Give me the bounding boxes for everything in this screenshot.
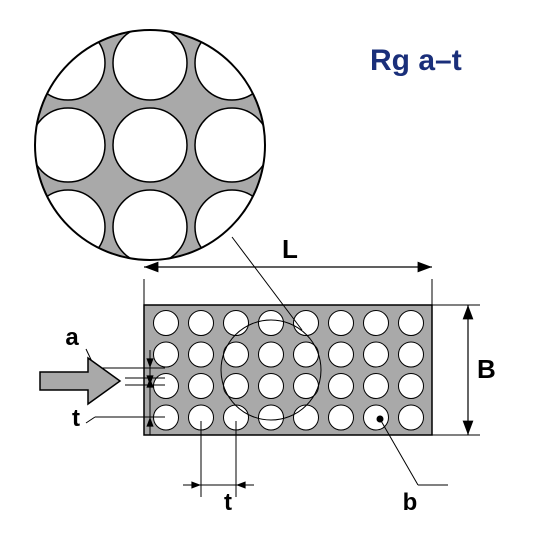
dim-label-a: a bbox=[65, 324, 79, 351]
plate-hole bbox=[189, 374, 214, 399]
detail-holes bbox=[31, 26, 269, 264]
plate-hole bbox=[259, 311, 284, 336]
plate-hole bbox=[154, 374, 179, 399]
perforation-diagram: L Ba t t b Rg a–t bbox=[0, 0, 550, 550]
plate-hole bbox=[189, 342, 214, 367]
dim-label-t-vert: t bbox=[72, 405, 80, 432]
plate-hole bbox=[259, 374, 284, 399]
dim-label-L: L bbox=[282, 234, 298, 264]
plate-hole bbox=[329, 374, 354, 399]
plate-hole bbox=[399, 342, 424, 367]
plate-hole bbox=[329, 405, 354, 430]
plate-hole bbox=[329, 311, 354, 336]
plate-hole bbox=[399, 374, 424, 399]
plate-hole bbox=[364, 374, 389, 399]
title-label: Rg a–t bbox=[370, 44, 462, 77]
plate-hole bbox=[154, 342, 179, 367]
plate-hole bbox=[294, 405, 319, 430]
plate-hole bbox=[399, 311, 424, 336]
dim-label-B: B bbox=[477, 354, 496, 384]
plate-hole bbox=[154, 311, 179, 336]
plate-hole bbox=[259, 342, 284, 367]
plate-hole bbox=[364, 311, 389, 336]
plate-hole bbox=[329, 342, 354, 367]
plate-hole bbox=[224, 311, 249, 336]
plate-hole bbox=[364, 342, 389, 367]
plate-hole bbox=[399, 405, 424, 430]
dim-label-t-horiz: t bbox=[224, 489, 232, 516]
plate-hole bbox=[189, 311, 214, 336]
direction-arrow-icon bbox=[40, 358, 120, 404]
dim-label-b: b bbox=[403, 489, 418, 516]
plate-hole bbox=[259, 405, 284, 430]
